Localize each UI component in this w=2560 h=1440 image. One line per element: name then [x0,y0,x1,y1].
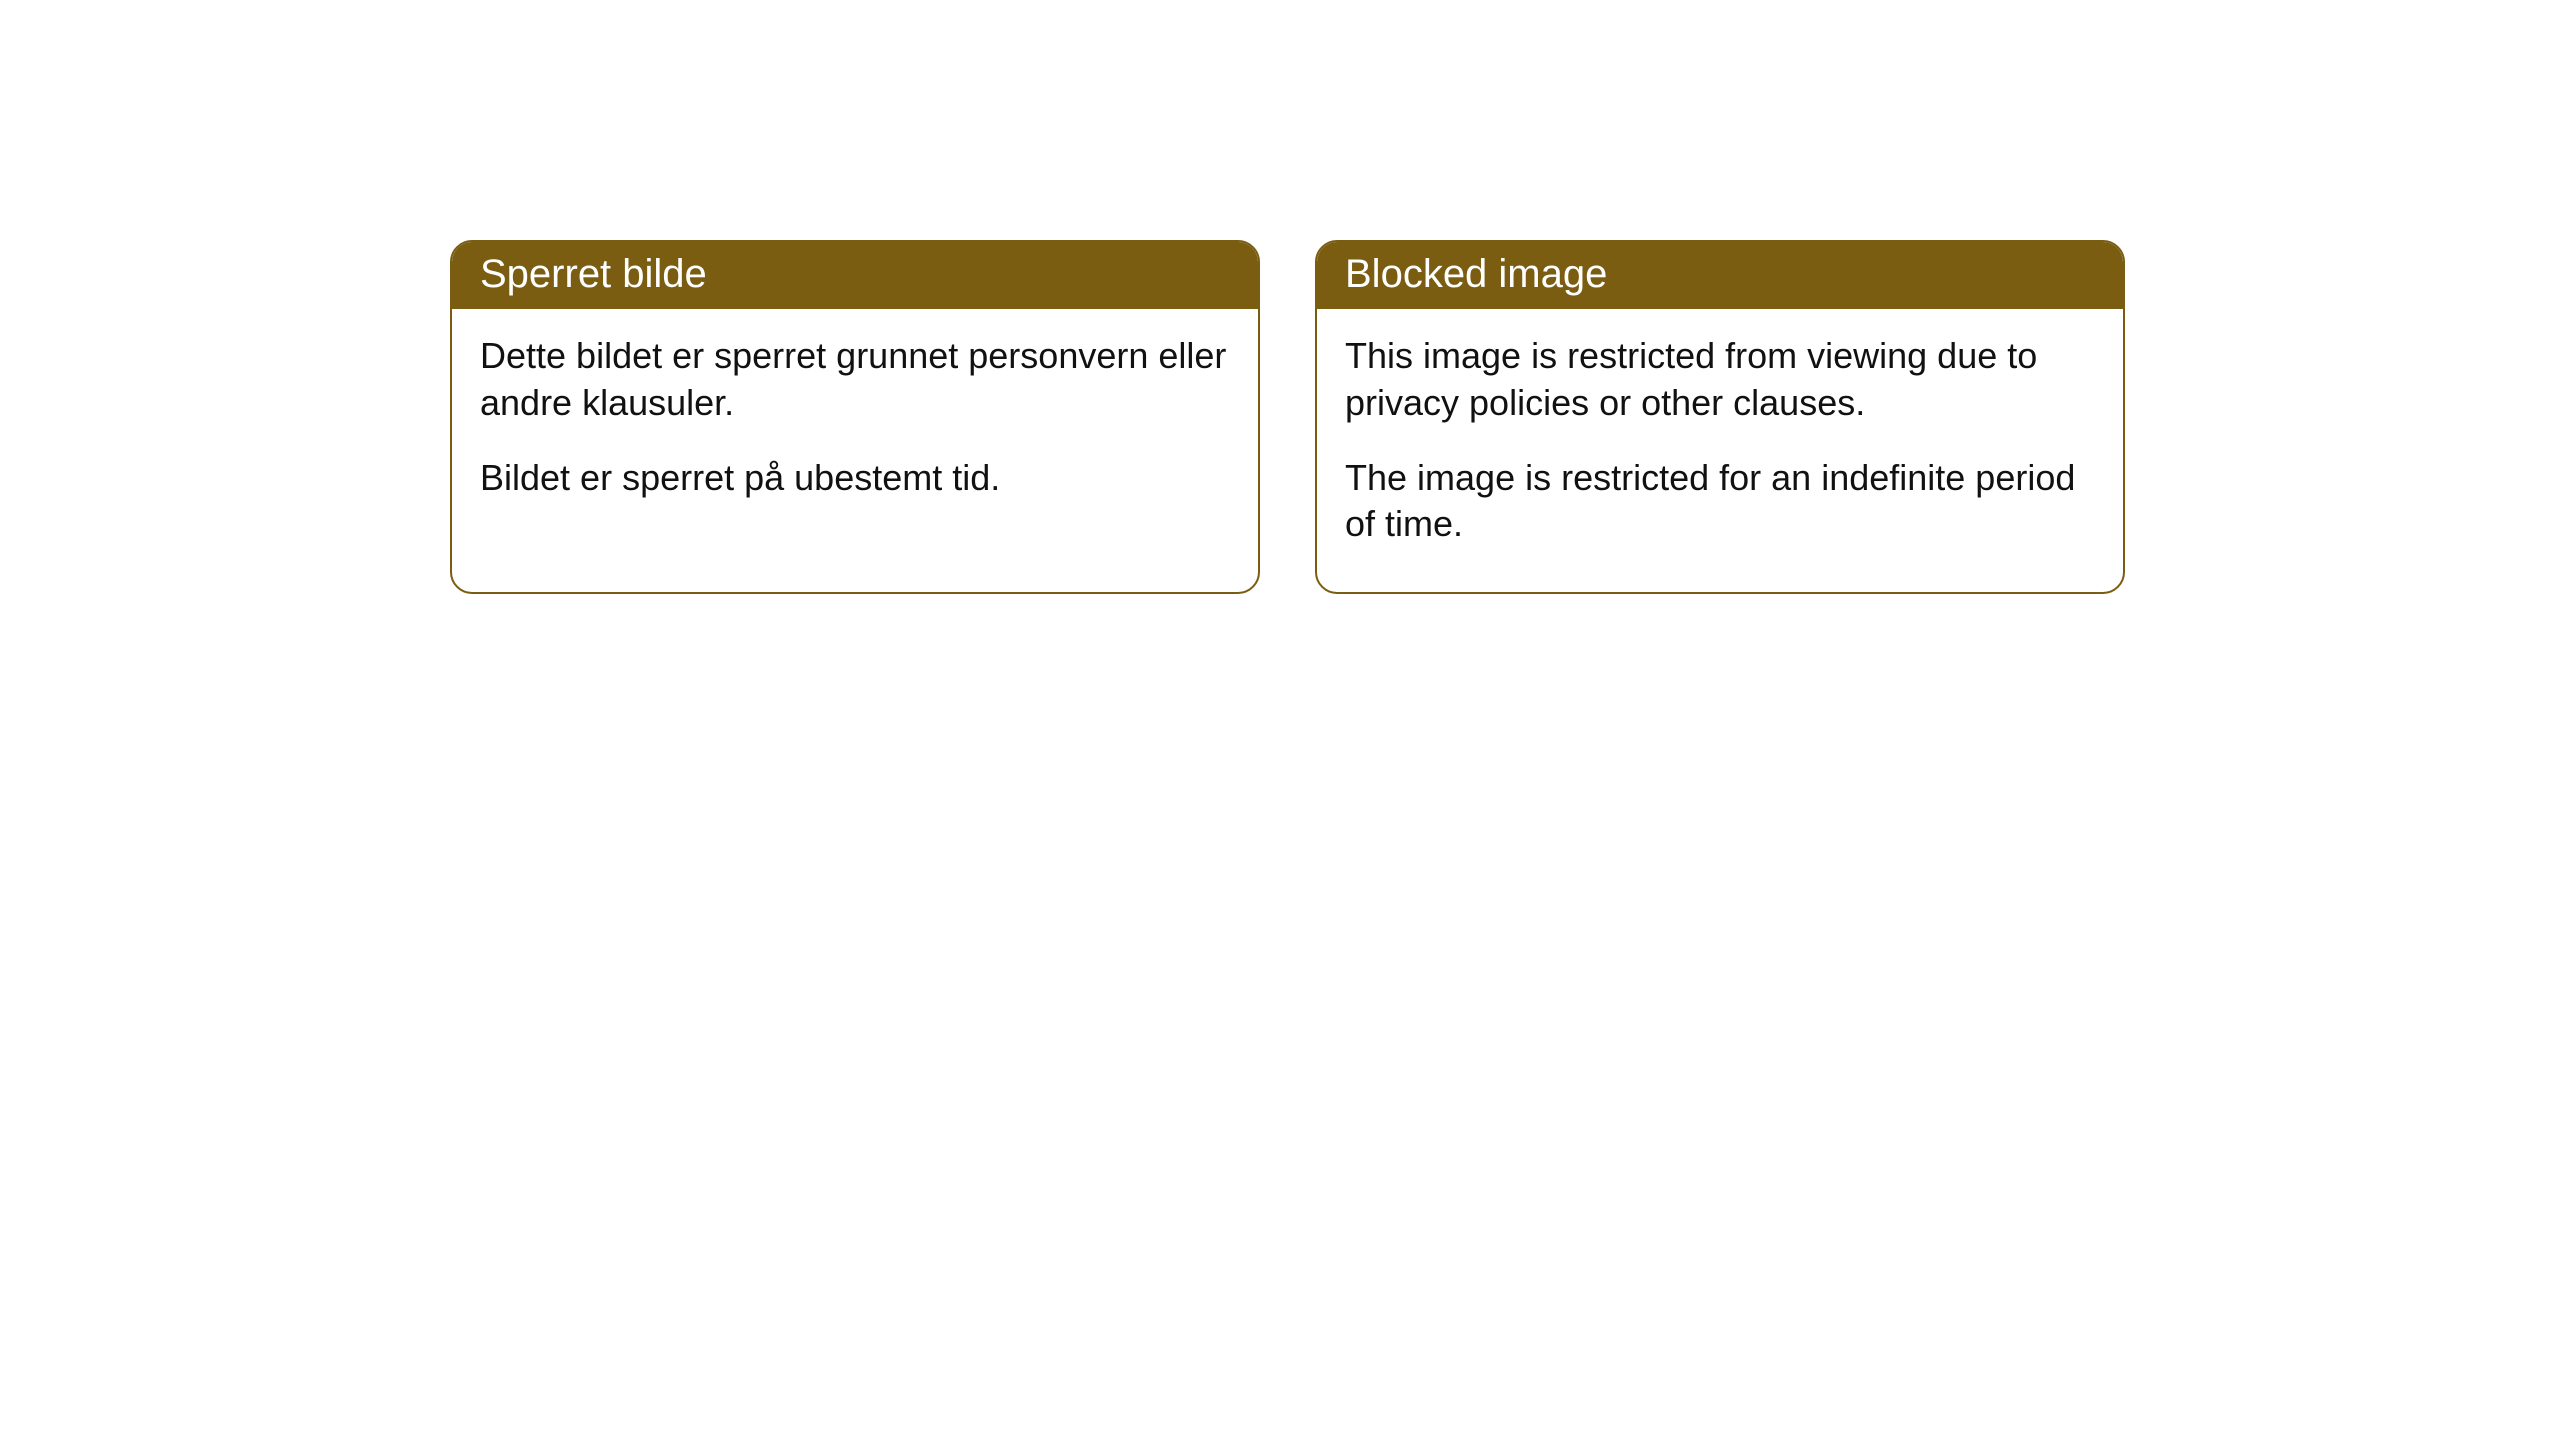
notice-header: Sperret bilde [452,242,1258,309]
notice-card-norwegian: Sperret bilde Dette bildet er sperret gr… [450,240,1260,594]
notice-container: Sperret bilde Dette bildet er sperret gr… [450,240,2125,594]
notice-paragraph: This image is restricted from viewing du… [1345,333,2095,427]
notice-paragraph: The image is restricted for an indefinit… [1345,455,2095,549]
notice-paragraph: Dette bildet er sperret grunnet personve… [480,333,1230,427]
notice-paragraph: Bildet er sperret på ubestemt tid. [480,455,1230,502]
notice-card-english: Blocked image This image is restricted f… [1315,240,2125,594]
notice-header: Blocked image [1317,242,2123,309]
notice-title: Sperret bilde [480,252,707,296]
notice-title: Blocked image [1345,252,1607,296]
notice-body: This image is restricted from viewing du… [1317,309,2123,592]
notice-body: Dette bildet er sperret grunnet personve… [452,309,1258,545]
